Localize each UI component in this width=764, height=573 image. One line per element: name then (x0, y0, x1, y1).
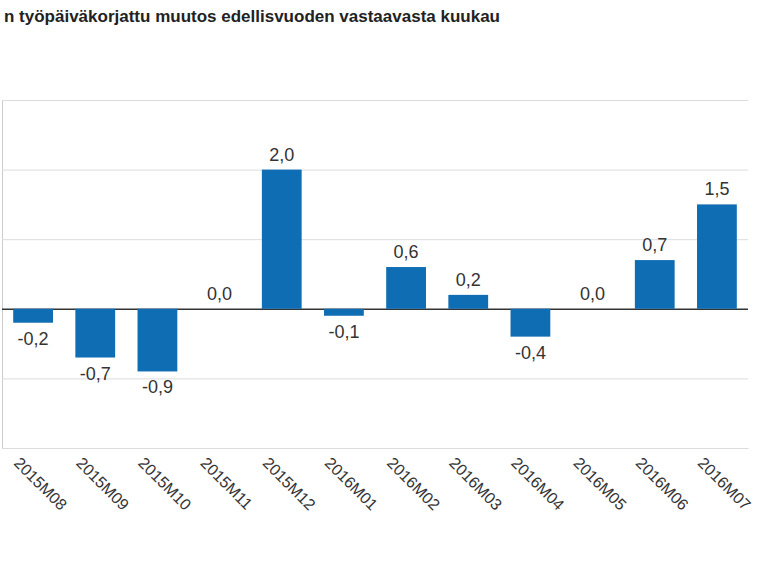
x-tick-label: 2015M12 (260, 454, 319, 513)
x-tick: 2015M11 (197, 448, 255, 513)
bars (13, 170, 737, 372)
bar (13, 309, 53, 323)
bar (697, 204, 737, 308)
grid-line (2, 239, 748, 240)
data-label: 2,0 (269, 145, 294, 165)
y-tick (2, 170, 748, 171)
data-label: -0,7 (80, 364, 111, 384)
bar (75, 309, 115, 358)
x-axis-line (3, 448, 749, 449)
x-tick: 2016M02 (384, 448, 443, 513)
x-axis: 2015M082015M092015M102015M112015M122016M… (3, 448, 754, 513)
x-tick-label: 2016M07 (695, 454, 754, 513)
grid-line (2, 100, 748, 101)
y-tick (2, 100, 748, 101)
grid-line (2, 448, 748, 449)
x-tick: 2015M12 (260, 448, 319, 513)
x-tick-label: 2015M10 (135, 454, 194, 513)
x-tick-label: 2015M11 (197, 454, 255, 512)
data-label: 0,0 (207, 284, 232, 304)
bar (138, 309, 178, 372)
data-label: -0,4 (515, 343, 546, 363)
bar (573, 308, 613, 309)
data-labels: -0,2 -0,7 -0,9 0,0 2,0 -0,1 0,6 0,2 -0,4 0,0 0,7 1,… (18, 145, 730, 398)
data-label: -0,2 (18, 329, 49, 349)
bar (386, 267, 426, 309)
x-tick: 2016M07 (695, 448, 754, 513)
x-tick: 2015M10 (135, 448, 194, 513)
data-label: 0,6 (394, 242, 419, 262)
x-tick: 2015M08 (11, 448, 70, 513)
data-label: -0,9 (142, 377, 173, 397)
y-axis-line (3, 101, 749, 449)
y-tick (2, 239, 748, 240)
chart: n työpäiväkorjattu muutos edellisvuoden … (0, 0, 764, 573)
x-tick: 2015M09 (73, 448, 132, 513)
x-tick-label: 2016M03 (446, 454, 505, 513)
x-tick-label: 2016M01 (322, 454, 381, 513)
x-tick-label: 2015M09 (73, 454, 132, 513)
x-tick-label: 2016M02 (384, 454, 443, 513)
x-tick: 2016M04 (508, 448, 567, 513)
bar (511, 309, 551, 337)
grid-line (2, 378, 748, 379)
x-tick-label: 2016M06 (633, 454, 692, 513)
data-label: 0,2 (456, 270, 481, 290)
x-tick-label: 2016M05 (570, 454, 629, 513)
bar (635, 260, 675, 309)
bar (448, 295, 488, 309)
grid-line (2, 170, 748, 171)
y-tick (2, 378, 748, 379)
x-tick-label: 2016M04 (508, 454, 567, 513)
y-axis (2, 101, 748, 449)
x-tick: 2016M05 (570, 448, 629, 513)
x-tick-label: 2015M08 (11, 454, 70, 513)
x-tick: 2016M01 (322, 448, 381, 513)
data-label: -0,1 (328, 322, 359, 342)
bar (262, 170, 302, 309)
bar (200, 308, 240, 309)
title: n työpäiväkorjattu muutos edellisvuoden … (4, 7, 500, 26)
x-tick: 2016M03 (446, 448, 505, 513)
plot: -0,2 -0,7 -0,9 0,0 2,0 -0,1 0,6 0,2 -0,4 0,0 0,7 1,… (2, 101, 754, 514)
data-label: 1,5 (704, 179, 729, 199)
x-tick: 2016M06 (633, 448, 692, 513)
bar (324, 309, 364, 316)
data-label: 0,0 (580, 284, 605, 304)
data-label: 0,7 (642, 235, 667, 255)
y-tick (2, 448, 748, 449)
